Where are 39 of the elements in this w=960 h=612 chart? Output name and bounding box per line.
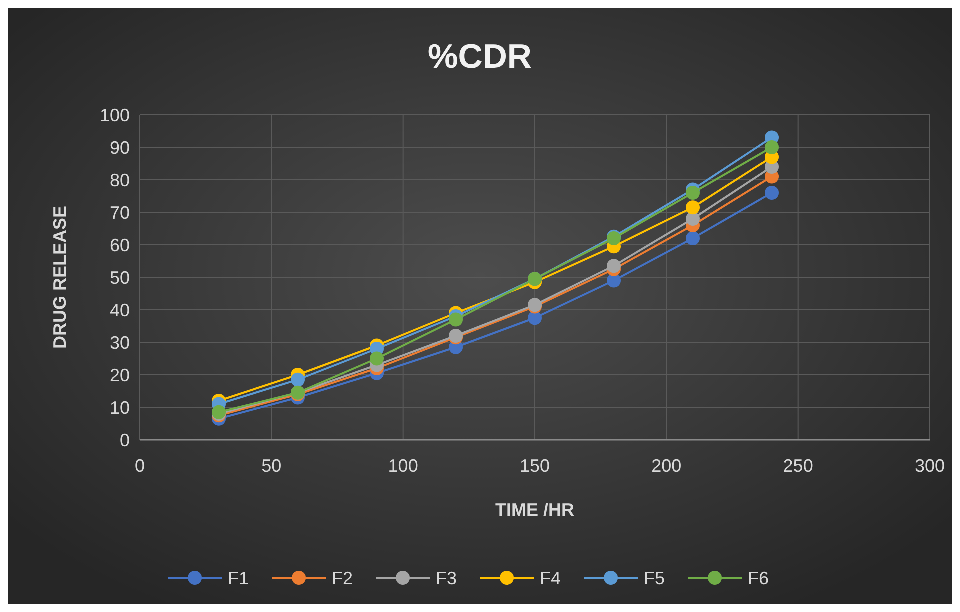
point xyxy=(686,232,700,246)
y-tick-label: 100 xyxy=(100,105,130,126)
legend-label: F5 xyxy=(644,568,666,588)
y-tick-label: 90 xyxy=(110,138,130,158)
y-tick-label: 10 xyxy=(110,398,130,418)
point xyxy=(370,352,384,366)
legend-label: F3 xyxy=(436,568,458,588)
point xyxy=(291,372,305,387)
chart-title: %CDR xyxy=(428,38,532,76)
x-tick-label: 200 xyxy=(652,456,682,476)
x-tick-label: 0 xyxy=(134,456,146,476)
point xyxy=(686,212,700,226)
y-tick-label: 60 xyxy=(110,235,130,256)
x-tick-label: 150 xyxy=(520,456,550,476)
y-axis-title: DRUG RELEASE xyxy=(50,206,70,350)
point xyxy=(686,200,700,215)
legend-label: F4 xyxy=(540,568,562,588)
x-axis-title: TIME /HR xyxy=(496,500,574,520)
y-tick-label: 70 xyxy=(110,202,130,223)
point xyxy=(607,274,621,288)
legend-label: F6 xyxy=(748,568,770,588)
point xyxy=(686,186,700,200)
y-tick-label: 40 xyxy=(110,300,130,320)
legend-label: F2 xyxy=(332,568,354,588)
point xyxy=(765,186,779,200)
y-tick-label: 50 xyxy=(110,268,130,288)
legend-label: F1 xyxy=(228,568,250,588)
point xyxy=(607,259,621,274)
x-tick-label: 100 xyxy=(388,456,418,476)
point xyxy=(449,312,463,327)
point xyxy=(765,140,779,154)
x-tick-label: 250 xyxy=(783,456,814,476)
x-tick-label: 50 xyxy=(262,456,282,476)
y-tick-label: 80 xyxy=(110,170,130,190)
point xyxy=(528,311,542,326)
y-tick-label: 30 xyxy=(110,332,130,353)
y-tick-label: 20 xyxy=(110,365,130,386)
x-tick-label: 300 xyxy=(914,456,946,476)
y-tick-label: 0 xyxy=(120,430,130,450)
